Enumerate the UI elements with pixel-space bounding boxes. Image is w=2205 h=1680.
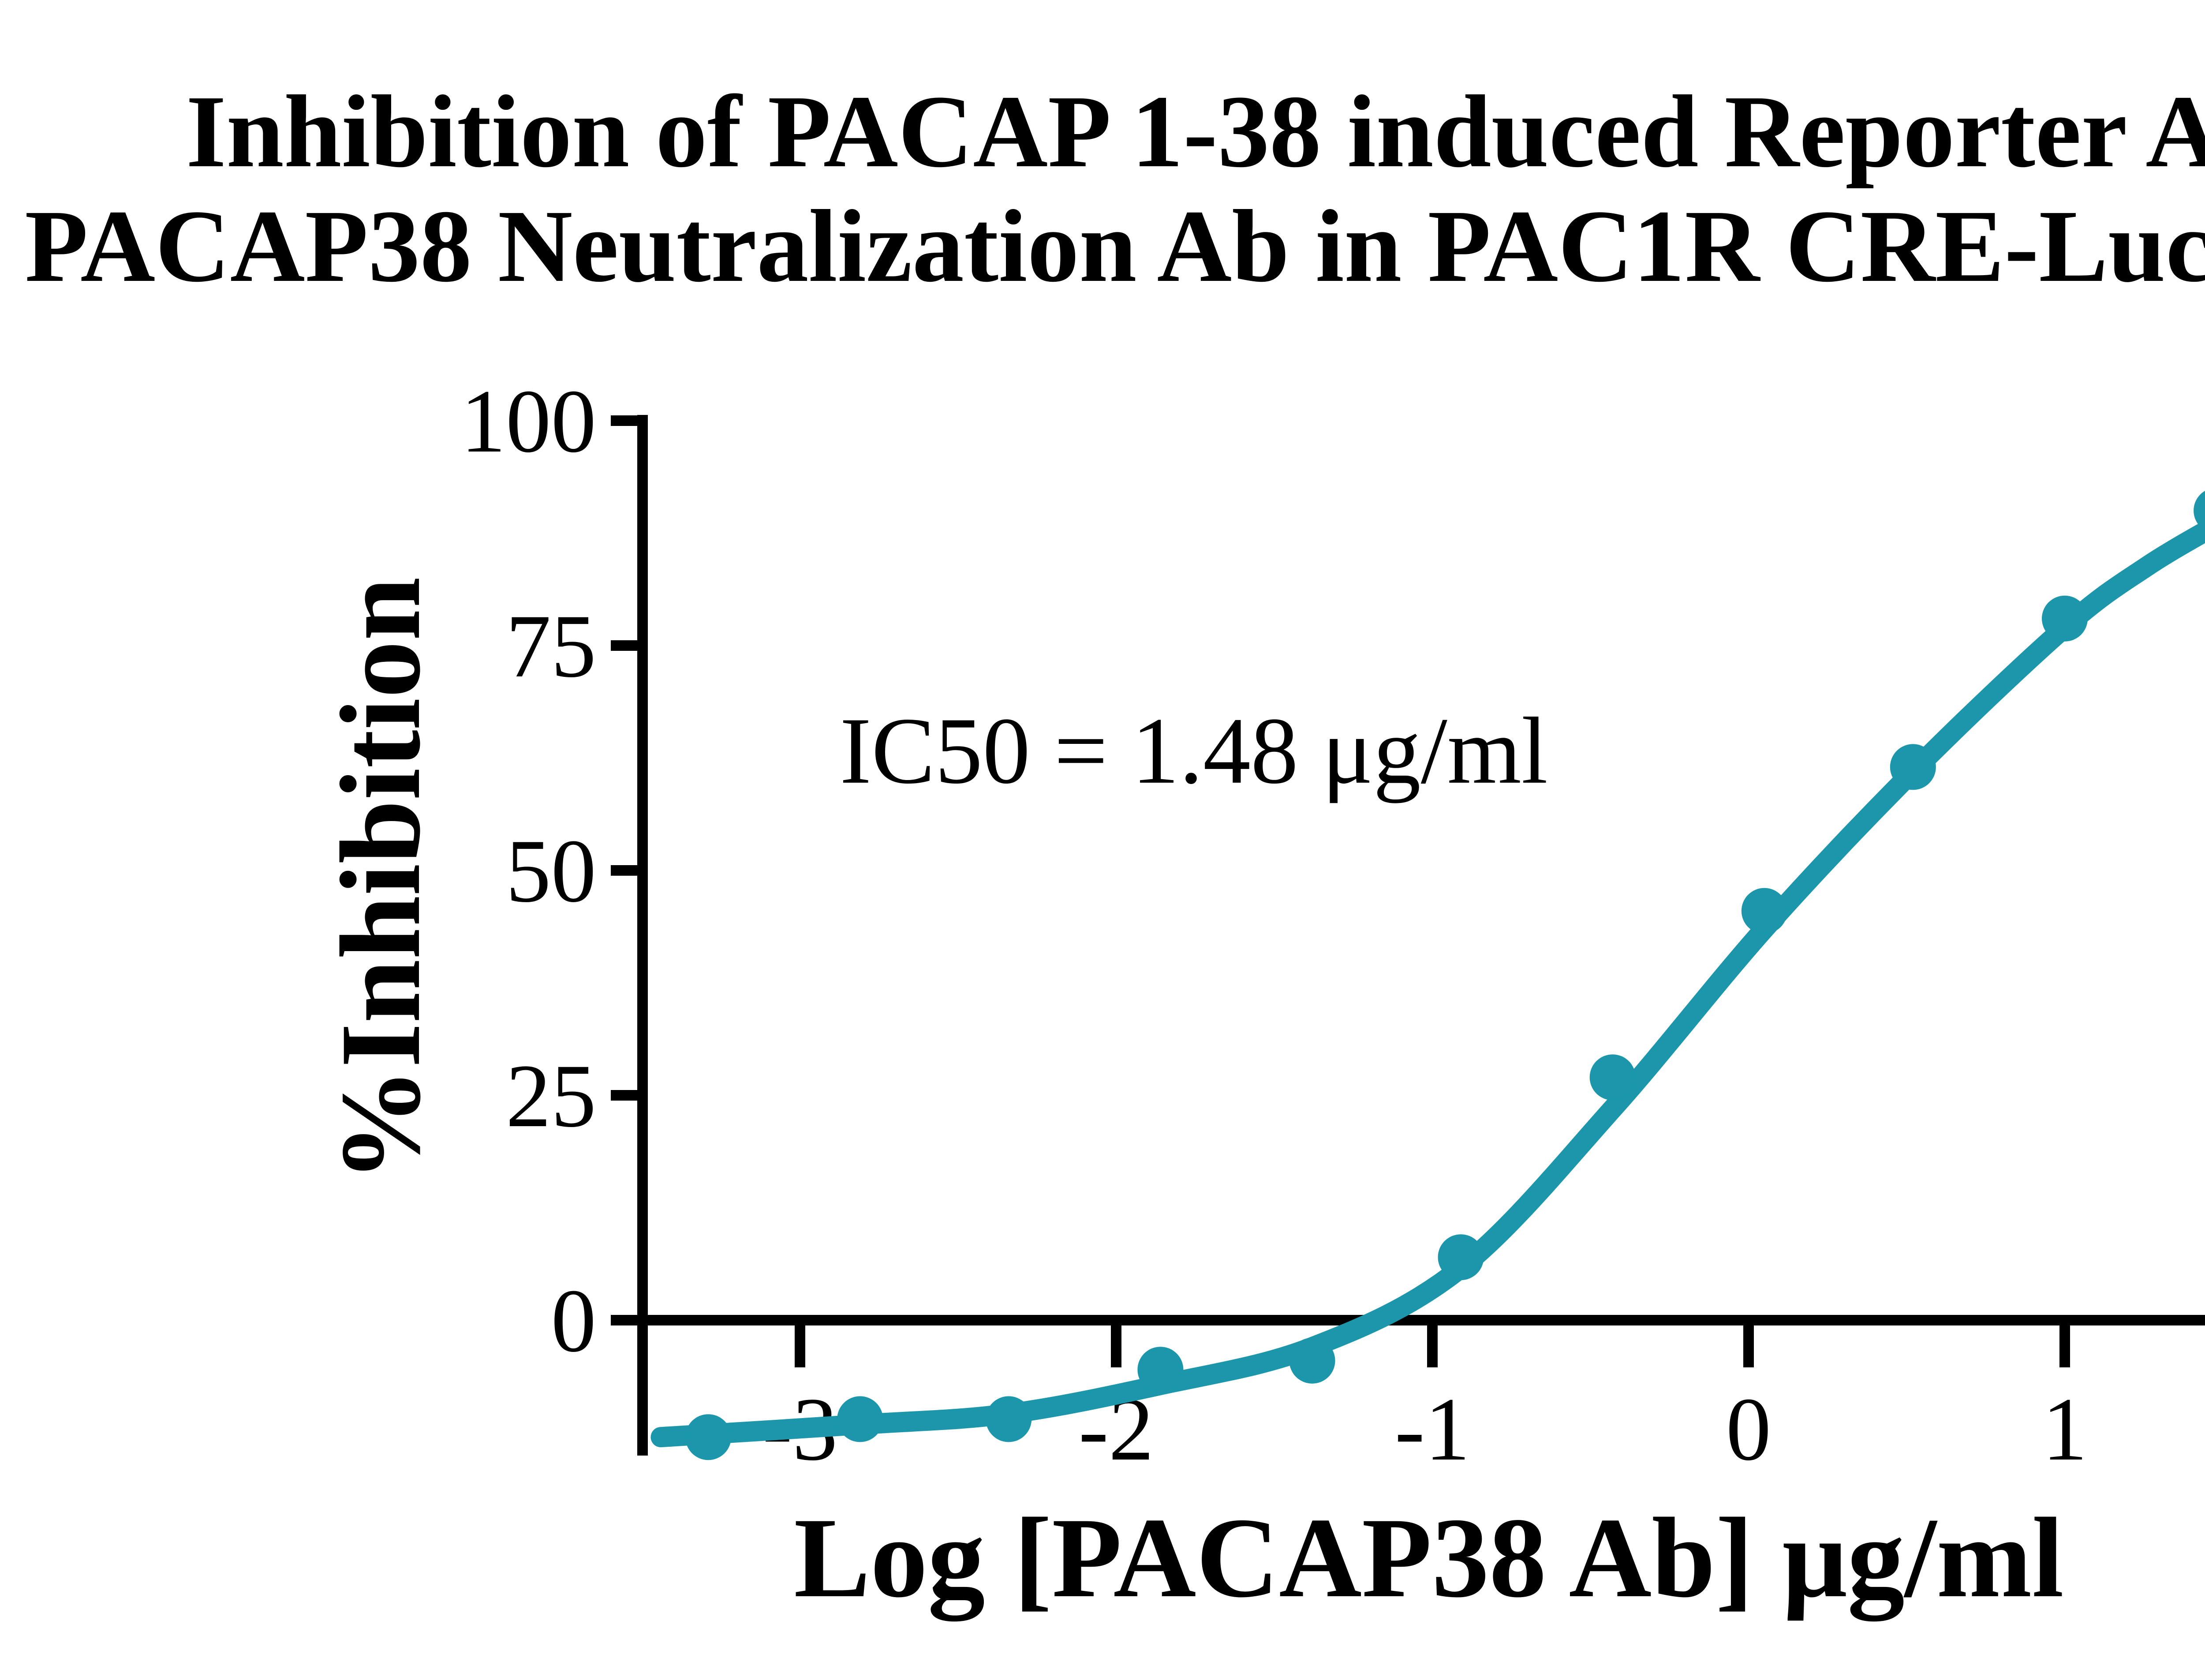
data-series-layer: [650, 491, 2205, 1460]
x-tick: [1743, 1325, 1754, 1367]
data-point: [2194, 491, 2205, 530]
data-point: [986, 1396, 1032, 1442]
y-tick: [611, 640, 637, 651]
fit-curve: [650, 520, 2205, 1448]
x-tick: [1427, 1325, 1438, 1367]
data-point: [1137, 1347, 1184, 1393]
data-point: [2042, 595, 2088, 642]
x-tick: [2059, 1325, 2070, 1367]
data-point: [1438, 1234, 1484, 1281]
x-tick-label: 0: [1726, 1379, 1771, 1479]
x-tick: [795, 1325, 805, 1367]
y-tick: [611, 415, 637, 426]
y-tick-label: 75: [506, 596, 596, 696]
data-point: [1741, 888, 1787, 934]
x-tick-label: 1: [2042, 1379, 2088, 1479]
chart-title-line1: Inhibition of PACAP 1-38 induced Reporte…: [186, 74, 2205, 189]
y-axis-line: [637, 415, 648, 1456]
data-point: [685, 1414, 732, 1460]
x-tick-label: -1: [1395, 1379, 1470, 1479]
ic50-annotation: IC50 = 1.48 μg/ml: [840, 698, 1548, 803]
y-tick-label: 25: [506, 1046, 596, 1146]
y-tick-label: 50: [506, 821, 596, 921]
chart-title-line2: PACAP38 Neutralization Ab in PAC1R CRE-L…: [25, 189, 2205, 303]
y-tick: [611, 1090, 637, 1101]
y-tick: [611, 865, 637, 876]
y-axis-title: %Inhibition: [317, 577, 444, 1183]
data-point: [1890, 744, 1936, 790]
data-point: [1289, 1337, 1335, 1384]
y-tick-label: 0: [551, 1271, 597, 1371]
data-point: [837, 1396, 883, 1442]
y-tick: [611, 1315, 637, 1325]
x-axis-title: Log [PACAP38 Ab] μg/ml: [794, 1494, 2064, 1623]
data-point: [1589, 1054, 1636, 1101]
text-layer: Inhibition of PACAP 1-38 induced Reporte…: [25, 74, 2205, 1623]
y-tick-label: 100: [461, 371, 597, 471]
x-axis-line: [637, 1315, 2205, 1325]
x-tick: [1111, 1325, 1121, 1367]
